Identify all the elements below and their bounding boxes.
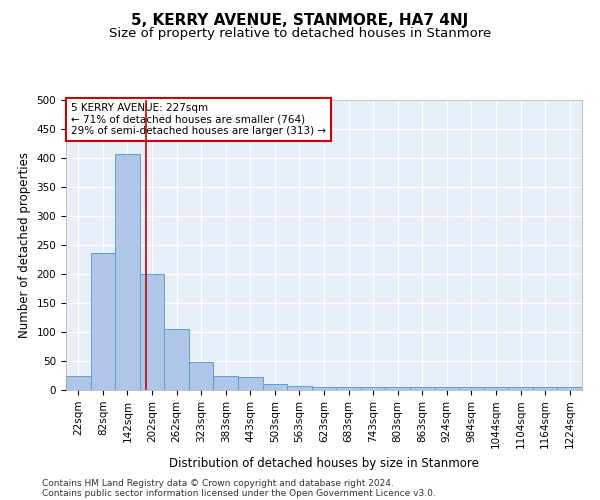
Bar (533, 387, 557, 390)
Bar (410, 387, 434, 390)
Bar (164, 329, 189, 390)
Bar (189, 362, 214, 390)
Text: Size of property relative to detached houses in Stanmore: Size of property relative to detached ho… (109, 28, 491, 40)
X-axis label: Distribution of detached houses by size in Stanmore: Distribution of detached houses by size … (169, 457, 479, 470)
Bar (336, 387, 361, 390)
Bar (287, 386, 312, 390)
Bar (263, 384, 287, 390)
Bar (434, 387, 459, 390)
Bar (484, 387, 508, 390)
Bar (312, 387, 336, 390)
Bar (385, 387, 410, 390)
Bar (361, 387, 385, 390)
Bar (557, 387, 582, 390)
Text: Contains public sector information licensed under the Open Government Licence v3: Contains public sector information licen… (42, 488, 436, 498)
Bar (508, 387, 533, 390)
Text: Contains HM Land Registry data © Crown copyright and database right 2024.: Contains HM Land Registry data © Crown c… (42, 478, 394, 488)
Y-axis label: Number of detached properties: Number of detached properties (18, 152, 31, 338)
Bar (459, 387, 484, 390)
Bar (214, 376, 238, 390)
Bar (66, 376, 91, 390)
Bar (140, 274, 164, 390)
Bar (91, 252, 115, 390)
Bar (238, 377, 263, 390)
Text: 5, KERRY AVENUE, STANMORE, HA7 4NJ: 5, KERRY AVENUE, STANMORE, HA7 4NJ (131, 12, 469, 28)
Text: 5 KERRY AVENUE: 227sqm
← 71% of detached houses are smaller (764)
29% of semi-de: 5 KERRY AVENUE: 227sqm ← 71% of detached… (71, 103, 326, 136)
Bar (115, 154, 140, 390)
